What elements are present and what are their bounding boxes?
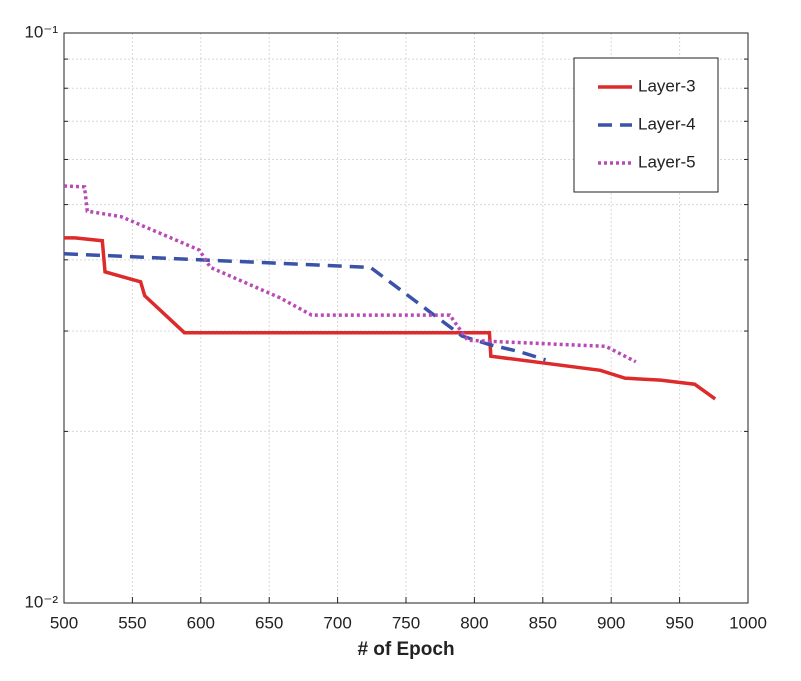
series-line [63,184,637,364]
legend-label: Layer-5 [638,152,696,171]
x-axis-label: # of Epoch [357,639,454,660]
legend-label: Layer-3 [638,76,696,95]
x-tick-label: 550 [118,613,146,632]
x-tick-label: 650 [255,613,283,632]
x-tick-label: 950 [665,613,693,632]
x-tick-label: 500 [50,613,78,632]
x-tick-label: 600 [187,613,215,632]
x-tick-label: 800 [460,613,488,632]
legend-label: Layer-4 [638,114,696,133]
plot-frame [63,32,749,604]
x-tick-label: 900 [597,613,625,632]
x-tick-label: 700 [323,613,351,632]
series-line [64,236,717,401]
x-tick-label: 1000 [729,613,767,632]
x-tick-label: 850 [529,613,557,632]
y-tick-label: 10⁻² [24,592,58,611]
x-tick-label: 750 [392,613,420,632]
y-tick-label: 10⁻¹ [24,22,58,41]
series-line [63,251,547,362]
